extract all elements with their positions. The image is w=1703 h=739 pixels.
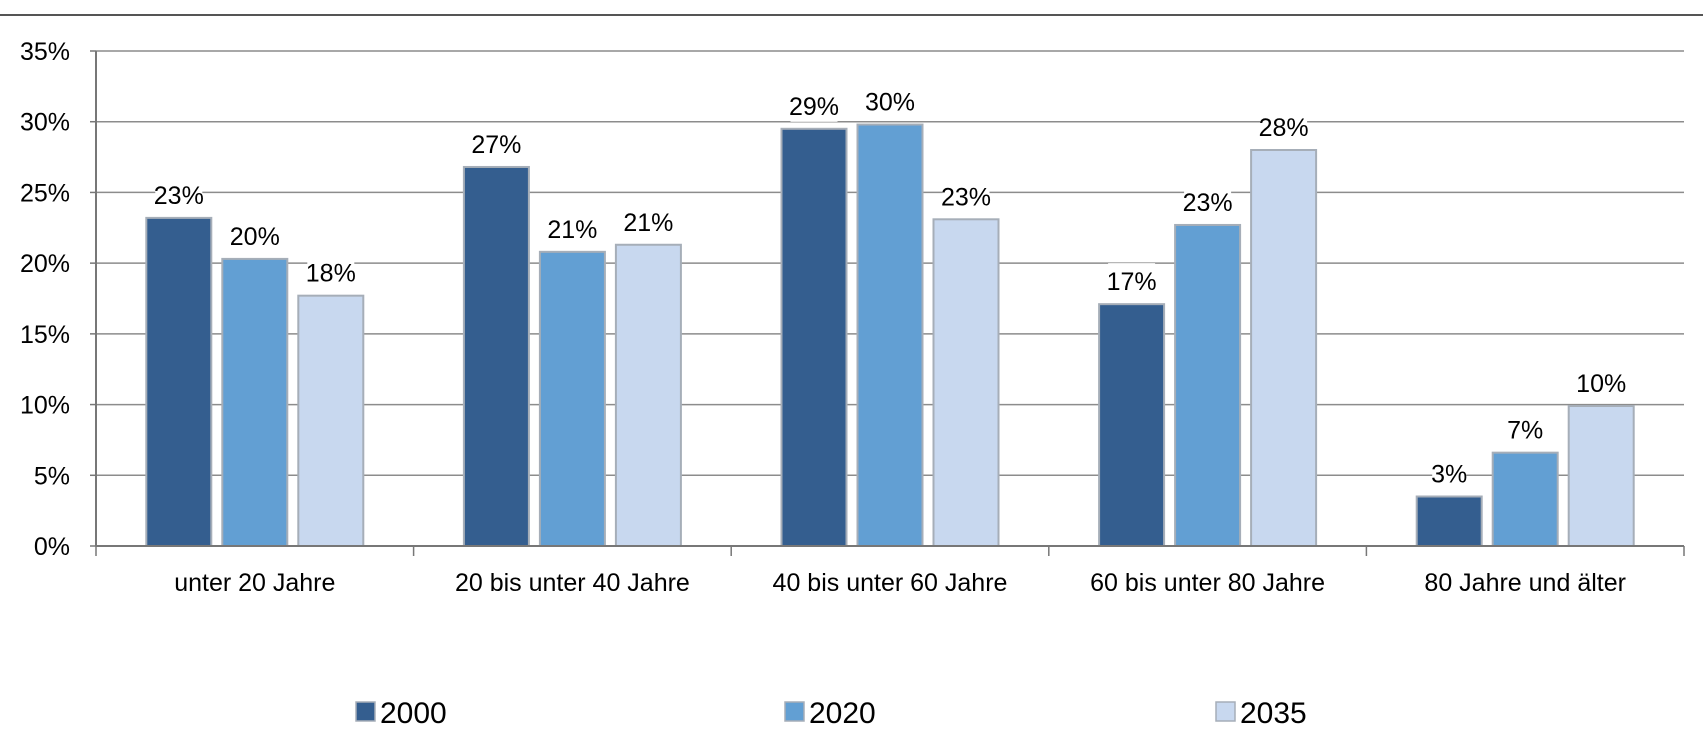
bar-2035 — [1567, 404, 1635, 547]
data-label: 21% — [547, 216, 597, 244]
data-label: 23% — [941, 183, 991, 211]
data-label-background — [1260, 109, 1308, 143]
category-label: 20 bis unter 40 Jahre — [455, 569, 690, 597]
bar-2000 — [1415, 495, 1483, 547]
data-label: 10% — [1576, 370, 1626, 398]
data-label-background — [307, 254, 355, 289]
legend-swatch-2020 — [784, 701, 805, 722]
bar-2000 — [1098, 303, 1166, 547]
y-tick-label: 20% — [20, 250, 70, 278]
data-label: 20% — [230, 223, 280, 251]
data-label-background — [1508, 411, 1543, 446]
data-label: 3% — [1431, 461, 1467, 489]
data-labels: 23% 27% 29% 17% 3% 20% 21% 30% 23% 7% 18% 21% 23% 28%… — [154, 83, 1626, 490]
data-label-background — [624, 203, 672, 238]
category-label: 40 bis unter 60 Jahre — [773, 569, 1008, 597]
data-label-background — [1432, 455, 1467, 490]
data-label-background — [231, 217, 279, 252]
bar-2000 — [780, 127, 848, 548]
data-label-background — [1577, 364, 1625, 399]
legend: 2000 2020 2035 — [355, 697, 1307, 730]
data-label-background — [472, 125, 520, 160]
data-label: 29% — [789, 93, 839, 121]
legend-swatch-2035 — [1215, 701, 1236, 722]
y-tick-label: 15% — [20, 321, 70, 349]
bar-2000 — [462, 165, 530, 547]
y-tick-label: 30% — [20, 109, 70, 137]
data-label-background — [155, 176, 203, 211]
legend-label: 2020 — [809, 697, 876, 730]
data-label: 18% — [306, 260, 356, 288]
legend-label: 2000 — [380, 697, 447, 730]
data-label-background — [548, 210, 596, 245]
data-label-background — [1108, 263, 1156, 298]
data-label-background — [1184, 183, 1232, 218]
y-tick-label: 10% — [20, 392, 70, 420]
data-label: 23% — [154, 182, 204, 210]
bar-2020 — [1491, 451, 1559, 547]
bar-2020 — [538, 250, 606, 547]
bar-2035 — [932, 218, 1000, 548]
data-label: 30% — [865, 89, 915, 117]
axes: 0% 5% 10% 15% 20% 25% 30% 35% unter 20 Jahre 20 b… — [20, 38, 1685, 597]
data-label: 23% — [1183, 189, 1233, 217]
category-label: 60 bis unter 80 Jahre — [1090, 569, 1325, 597]
y-tick-label: 25% — [20, 179, 70, 207]
bar-2035 — [1250, 149, 1318, 547]
category-label: 80 Jahre und älter — [1424, 569, 1626, 597]
data-label: 27% — [471, 131, 521, 159]
legend-label: 2035 — [1240, 697, 1307, 730]
data-label-background — [790, 87, 838, 122]
y-tick-label: 0% — [34, 533, 70, 561]
y-tick-label: 35% — [20, 38, 70, 66]
bars — [145, 123, 1635, 548]
y-tick-label: 5% — [34, 462, 70, 490]
data-label: 7% — [1507, 417, 1543, 445]
bar-2020 — [1174, 223, 1242, 547]
data-label-background — [866, 83, 914, 118]
category-label: unter 20 Jahre — [174, 569, 335, 597]
data-label: 17% — [1107, 268, 1157, 296]
bar-2000 — [145, 216, 213, 547]
bar-2035 — [297, 294, 365, 547]
data-label: 28% — [1259, 114, 1309, 142]
legend-swatch-2000 — [355, 701, 376, 722]
data-label: 21% — [623, 209, 673, 237]
data-label-background — [942, 178, 990, 213]
bar-2035 — [614, 243, 682, 547]
bar-2020 — [856, 123, 924, 548]
bar-2020 — [221, 257, 289, 547]
